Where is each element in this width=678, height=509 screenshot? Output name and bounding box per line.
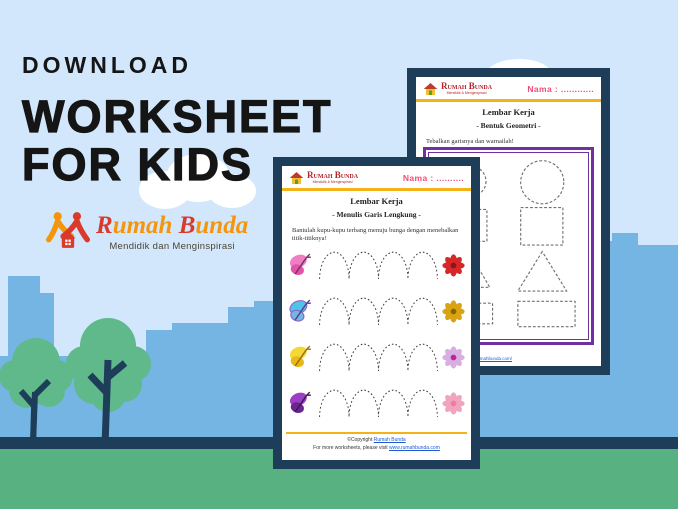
worksheet-footer: ©Copyright Rumah Bunda For more workshee… <box>282 437 471 452</box>
worksheet-subtitle: - Bentuk Geometri - <box>476 120 541 130</box>
hero-brand-text: Rumah Bunda Mendidik dan Menginspirasi <box>96 210 248 252</box>
yellow-butterfly-icon <box>289 345 311 367</box>
name-field-label: Nama : ............ <box>527 84 594 94</box>
dashed-circle-small <box>455 165 487 197</box>
worksheet-brand-text: Rumah Bunda Mendidik & Menginspirasi <box>307 171 358 185</box>
cloud <box>139 154 256 209</box>
worksheet-brand-tagline: Mendidik & Menginspirasi <box>312 180 353 185</box>
worksheet-curved-lines: Rumah Bunda Mendidik & Menginspirasi Nam… <box>273 157 480 469</box>
tree-left <box>0 338 73 445</box>
worksheet-subtitle: - Menulis Garis Lengkung - <box>332 209 421 219</box>
trace-row-1 <box>288 242 465 288</box>
worksheet-brand-tagline: Mendidik & Menginspirasi <box>446 91 487 96</box>
worksheet-title: Lembar Kerja <box>482 106 535 117</box>
golden-flower-icon <box>442 299 465 323</box>
trace-row-2 <box>288 288 465 334</box>
worksheet-curved-page: Rumah Bunda Mendidik & Menginspirasi Nam… <box>282 166 471 460</box>
purple-butterfly-icon <box>289 391 311 413</box>
hero-brand-name: Rumah Bunda <box>96 212 249 239</box>
tree-right <box>66 318 151 447</box>
hero-title: WORKSHEET FOR KIDS <box>21 91 333 190</box>
brand-link[interactable]: Rumah Bunda <box>373 437 406 443</box>
hero-block: DOWNLOAD WORKSHEET FOR KIDS Rumah Bunda … <box>21 52 333 252</box>
trace-row-3 <box>288 334 465 380</box>
trace-row-4 <box>288 380 465 426</box>
hero-title-line1: WORKSHEET <box>21 91 333 142</box>
lilac-flower-icon <box>442 345 465 369</box>
trace-rows <box>288 242 465 426</box>
hero-title-line2: FOR KIDS <box>21 138 254 190</box>
dashed-arc-line <box>319 251 438 280</box>
header-divider <box>282 188 471 191</box>
worksheet-brand-text: Rumah Bunda Mendidik & Menginspirasi <box>441 82 492 96</box>
worksheet-instruction: Bantulah kupu-kupu terbang menuju bunga … <box>292 226 459 243</box>
dashed-rectangle-large <box>517 300 576 328</box>
house-icon <box>289 172 304 184</box>
dashed-circle-large <box>520 160 565 205</box>
hero-brand-tagline: Mendidik dan Menginspirasi <box>109 241 235 252</box>
dashed-arc-line <box>319 297 438 326</box>
trees <box>0 318 151 447</box>
worksheet-header: Rumah Bunda Mendidik & Menginspirasi Nam… <box>416 77 601 98</box>
worksheet-brand-name: Rumah Bunda <box>307 170 359 181</box>
header-divider <box>416 99 601 102</box>
worksheet-brand: Rumah Bunda Mendidik & Menginspirasi <box>423 82 492 96</box>
dashed-square-large <box>520 207 564 246</box>
name-field-label: Nama : .......... <box>402 173 464 183</box>
footer-divider <box>286 432 467 434</box>
rumah-bunda-people-logo-icon <box>46 212 90 248</box>
red-flower-icon <box>442 253 465 277</box>
dashed-arc-line <box>319 389 438 418</box>
website-link[interactable]: www.rumahbunda.com <box>389 444 440 451</box>
pink-flower-icon <box>442 391 465 415</box>
dashed-triangle-large <box>516 250 568 292</box>
worksheet-title: Lembar Kerja <box>350 195 403 206</box>
website-link[interactable]: https://www.rumahbunda.com/ <box>451 355 513 361</box>
visit-line: For more worksheets, please visit www.ru… <box>313 444 440 451</box>
worksheet-header: Rumah Bunda Mendidik & Menginspirasi Nam… <box>282 166 471 187</box>
blue-butterfly-icon <box>289 299 311 322</box>
copyright-line: ©Copyright Rumah Bunda <box>347 437 406 443</box>
hero-kicker: DOWNLOAD <box>22 52 192 78</box>
worksheet-brand: Rumah Bunda Mendidik & Menginspirasi <box>289 171 358 185</box>
pink-butterfly-icon <box>289 253 311 275</box>
house-icon <box>423 83 438 95</box>
hero-brand: Rumah Bunda Mendidik dan Menginspirasi <box>46 210 266 252</box>
worksheet-brand-name: Rumah Bunda <box>441 81 493 92</box>
worksheet-instruction: Tebalkan garisnya dan warnailah! <box>426 137 514 145</box>
dashed-arc-line <box>319 343 438 372</box>
